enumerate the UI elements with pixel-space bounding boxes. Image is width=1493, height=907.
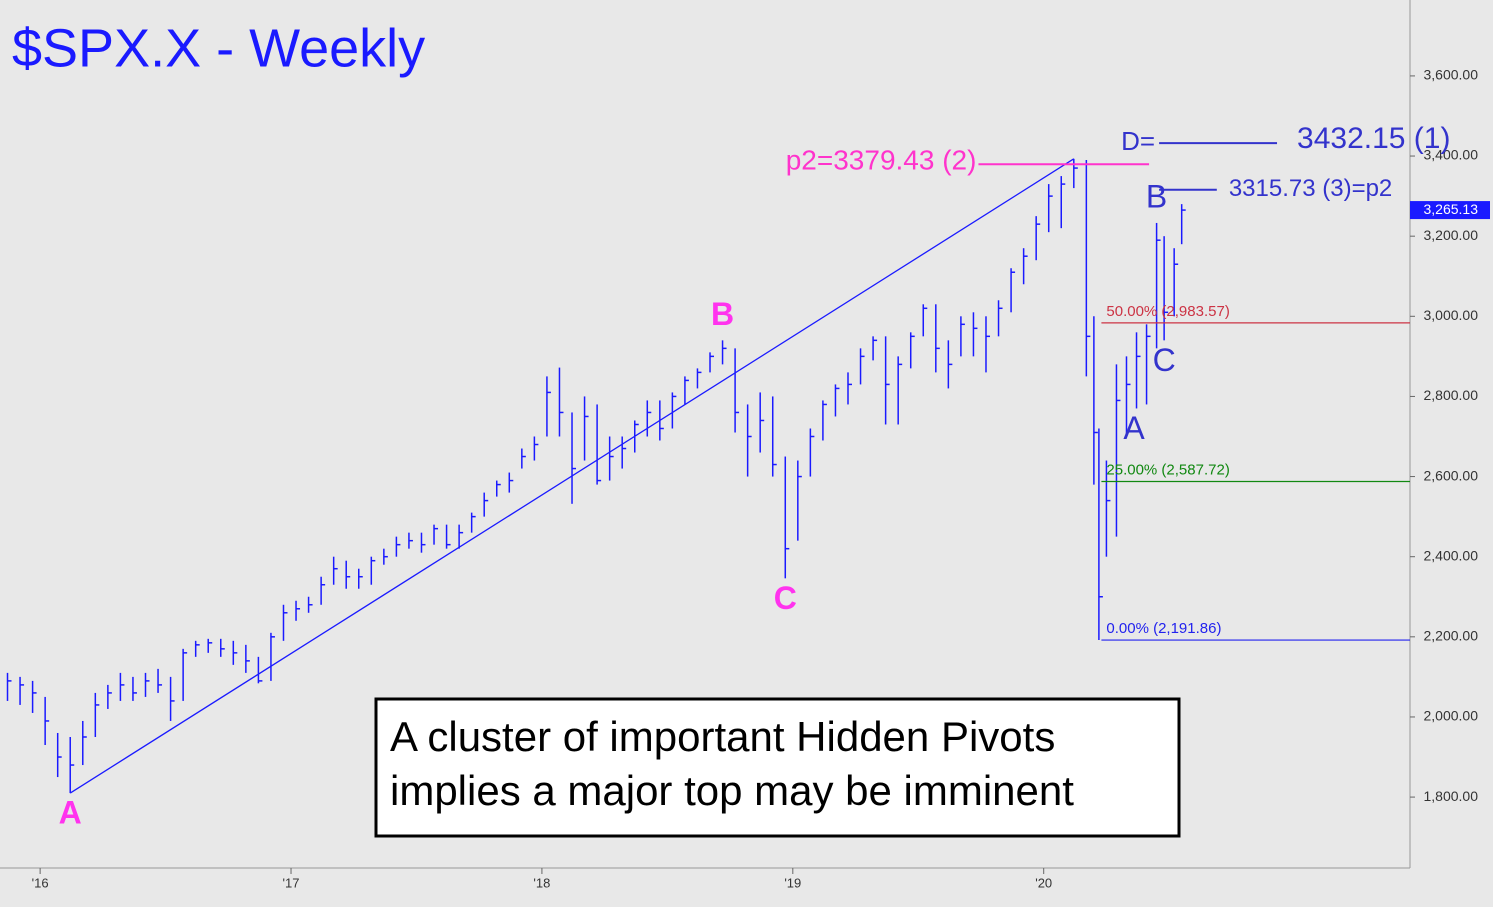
level-label: 25.00% (2,587.72) (1106, 461, 1229, 478)
last-price-label: 3,265.13 (1424, 201, 1479, 217)
pivot-label: A (1123, 410, 1145, 446)
level-label: 3315.73 (3)=p2 (1229, 175, 1392, 202)
y-tick-label: 2,200.00 (1424, 628, 1479, 644)
y-tick-label: 3,600.00 (1424, 67, 1479, 83)
pivot-label: B (1146, 178, 1167, 214)
level-label: 3432.15 (1) (1297, 122, 1450, 155)
note-line: A cluster of important Hidden Pivots (390, 713, 1055, 760)
note-box (374, 697, 1181, 838)
pivot-label: A (59, 795, 82, 831)
pivot-label: C (774, 580, 797, 616)
y-tick-label: 1,800.00 (1424, 788, 1479, 804)
note-line: implies a major top may be imminent (390, 767, 1074, 814)
x-tick-label: '18 (533, 875, 550, 890)
y-tick-label: 3,200.00 (1424, 227, 1479, 243)
pivot-label: B (711, 296, 734, 332)
y-tick-label: 2,000.00 (1424, 708, 1479, 724)
x-tick-label: '20 (1035, 875, 1052, 890)
level-label: 0.00% (2,191.86) (1106, 620, 1221, 637)
level-label: 50.00% (2,983.57) (1106, 303, 1229, 320)
x-tick-label: '19 (784, 875, 801, 890)
level-prefix: D= (1121, 126, 1155, 156)
chart-title: $SPX.X - Weekly (12, 18, 425, 78)
y-tick-label: 3,400.00 (1424, 147, 1479, 163)
level-label: p2=3379.43 (2) (786, 145, 977, 176)
y-tick-label: 2,400.00 (1424, 547, 1479, 563)
y-tick-label: 2,600.00 (1424, 467, 1479, 483)
pivot-label: C (1153, 342, 1176, 378)
x-tick-label: '16 (32, 875, 49, 890)
y-tick-label: 2,800.00 (1424, 387, 1479, 403)
last-price-tag (1410, 201, 1490, 220)
y-tick-label: 3,000.00 (1424, 307, 1479, 323)
x-tick-label: '17 (283, 875, 300, 890)
